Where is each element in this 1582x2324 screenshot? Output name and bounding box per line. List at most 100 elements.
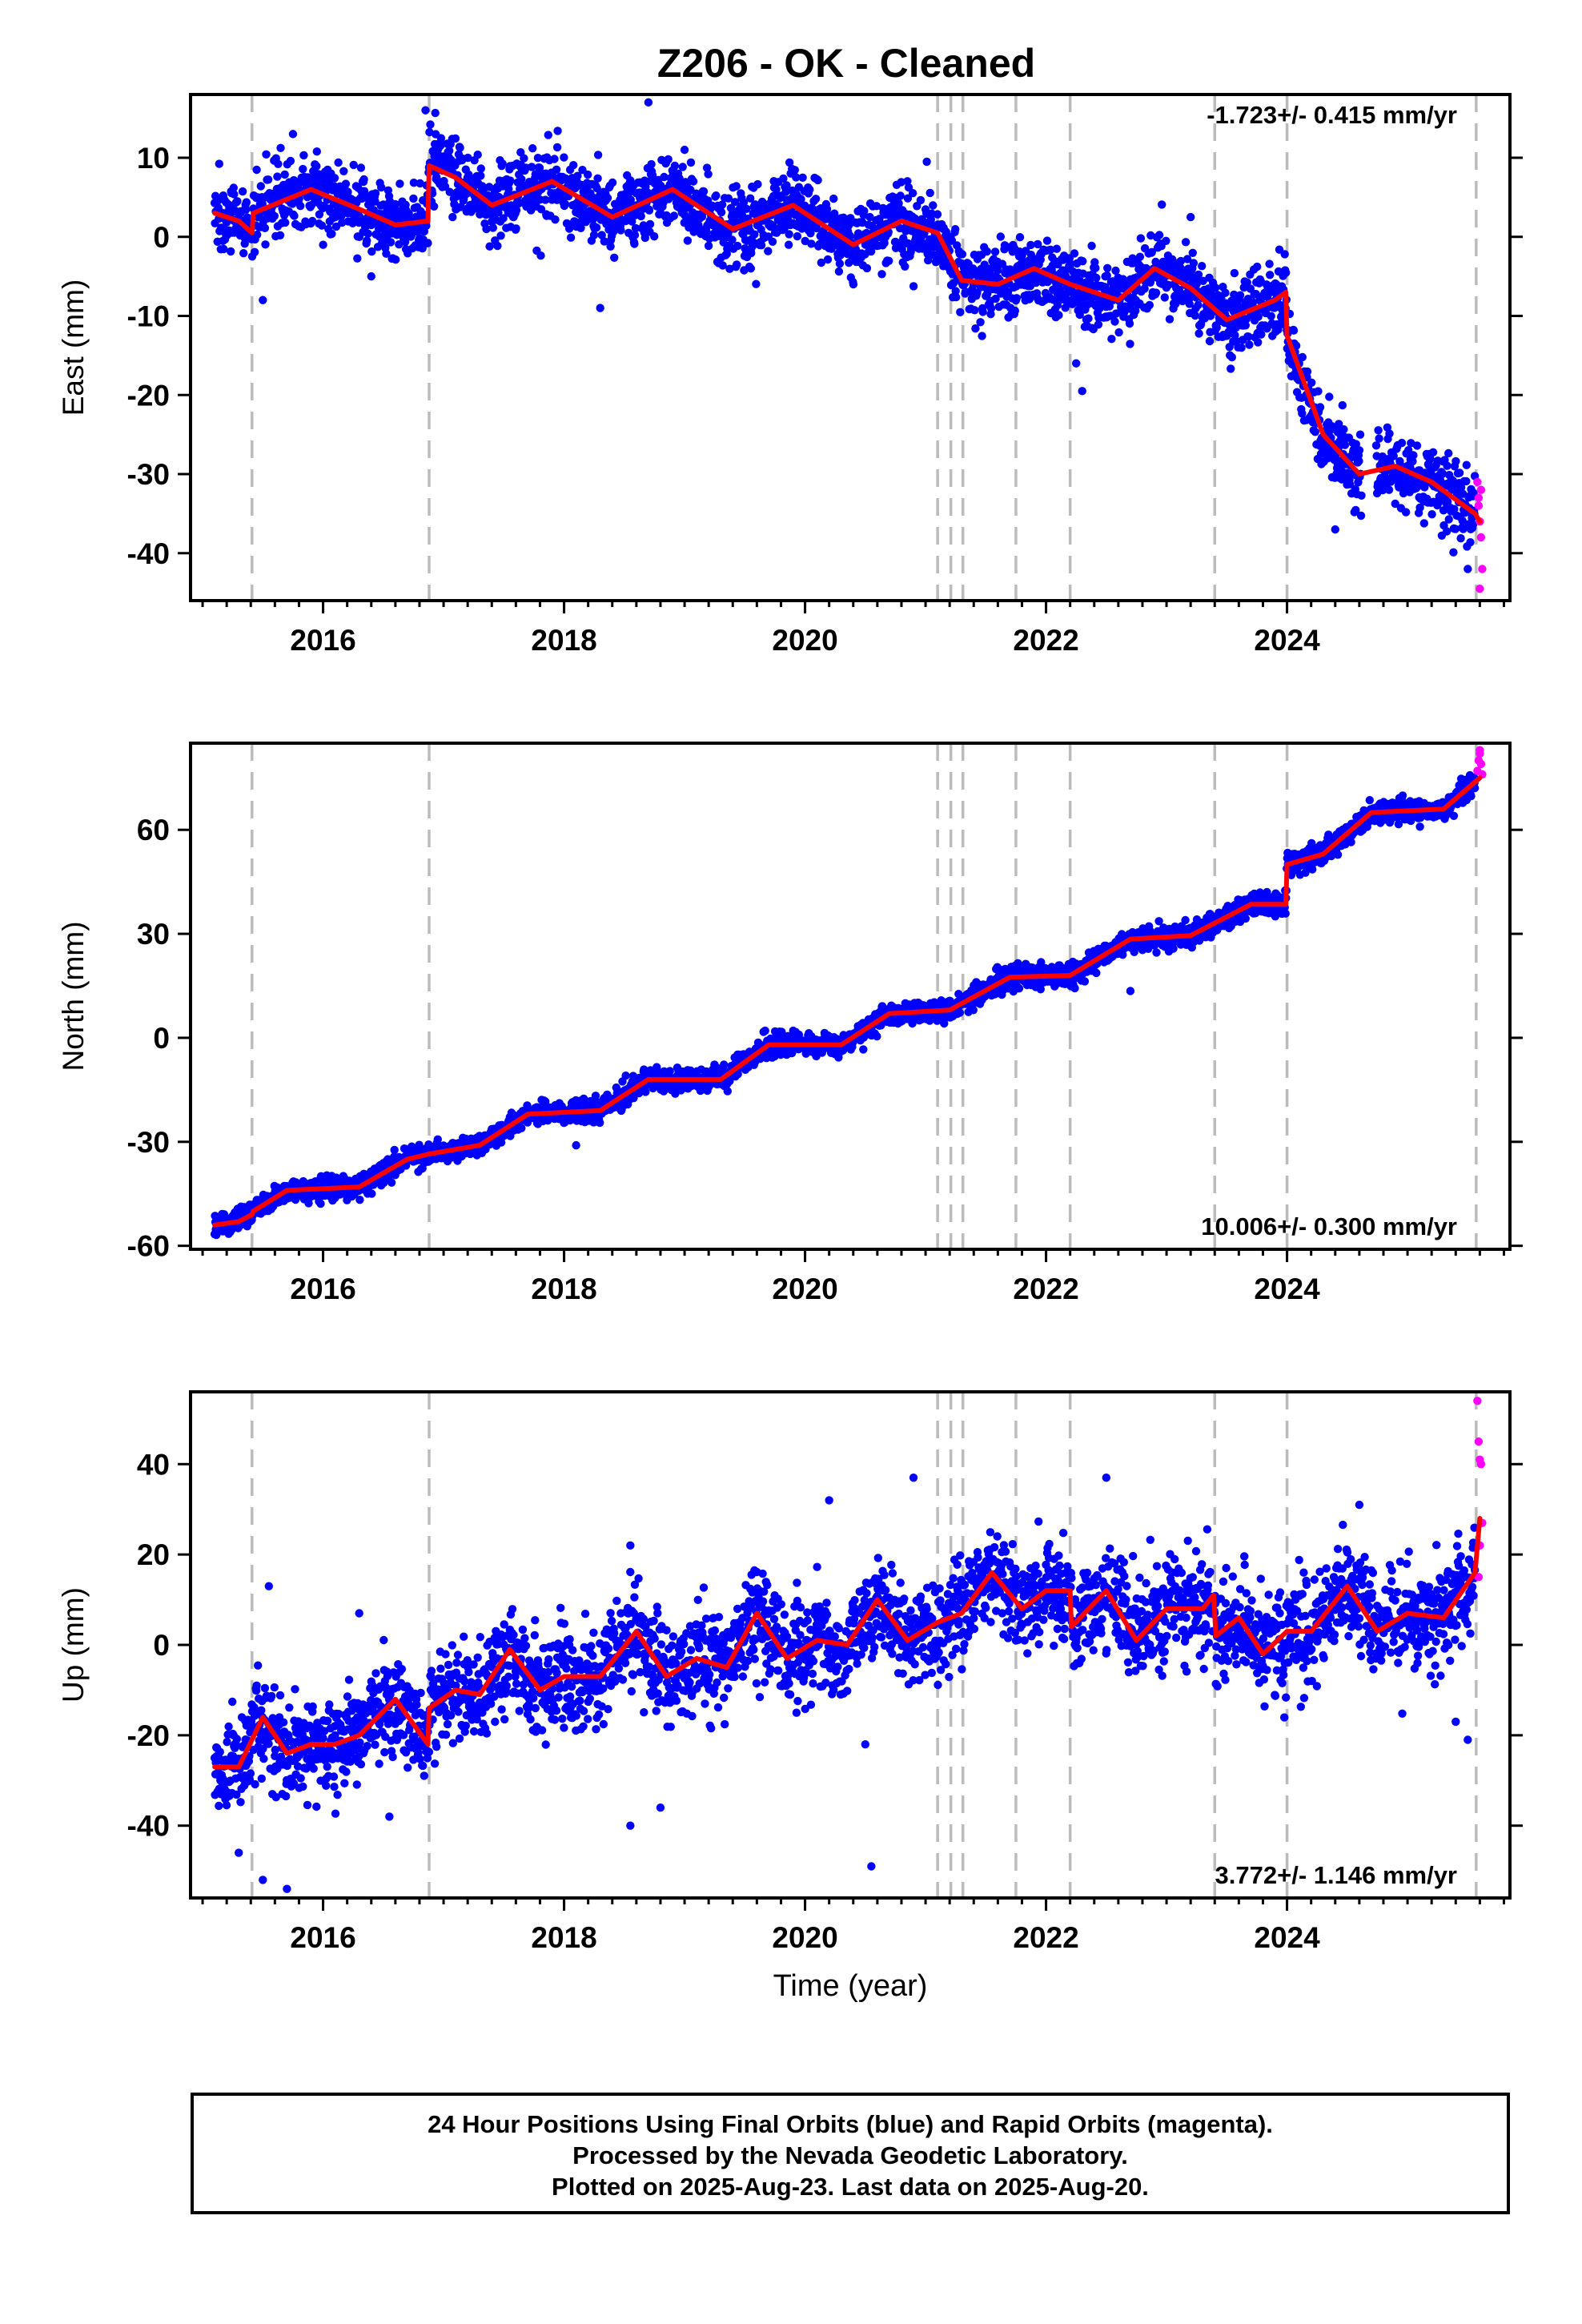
- data-point: [1456, 483, 1466, 492]
- data-point: [308, 216, 317, 226]
- data-point: [860, 207, 869, 215]
- data-point: [894, 199, 903, 208]
- data-point: [971, 324, 980, 333]
- data-point: [592, 223, 601, 232]
- data-point: [533, 154, 543, 163]
- data-point: [728, 235, 737, 244]
- data-point: [952, 292, 961, 302]
- data-point: [1280, 250, 1289, 259]
- outlier-point: [680, 145, 689, 155]
- data-point: [1397, 438, 1407, 448]
- data-point: [678, 163, 687, 171]
- data-point: [1375, 434, 1383, 443]
- data-point: [908, 189, 917, 198]
- data-point: [1243, 278, 1252, 287]
- data-point: [991, 294, 1000, 304]
- data-point: [686, 158, 696, 167]
- data-point: [896, 191, 905, 200]
- data-point: [1442, 527, 1452, 536]
- rapid-point: [1474, 501, 1484, 510]
- data-point: [704, 241, 713, 251]
- data-point: [256, 182, 265, 191]
- data-point: [641, 1088, 650, 1096]
- data-point: [261, 240, 270, 249]
- data-point: [1135, 252, 1145, 261]
- data-point: [958, 250, 967, 259]
- outlier-point: [259, 296, 267, 304]
- data-point: [1265, 259, 1274, 268]
- data-point: [1102, 271, 1111, 280]
- data-point: [792, 173, 801, 182]
- outlier-point: [421, 106, 430, 115]
- data-point: [1198, 262, 1207, 271]
- data-point: [240, 239, 249, 248]
- data-point: [865, 212, 874, 222]
- outlier-point: [746, 264, 756, 273]
- data-point: [793, 231, 802, 241]
- data-point: [648, 171, 657, 179]
- data-point: [683, 236, 693, 245]
- outlier-point: [1071, 359, 1081, 368]
- data-point: [331, 222, 341, 231]
- data-point: [382, 249, 391, 258]
- data-point: [903, 194, 913, 203]
- data-point: [440, 182, 450, 191]
- data-point: [445, 187, 454, 196]
- final-orbit-points: [210, 770, 1480, 1240]
- data-point: [1194, 300, 1203, 310]
- x-tick-label: 2024: [1254, 624, 1320, 657]
- data-point: [281, 218, 290, 227]
- data-point: [1182, 255, 1192, 263]
- data-point: [630, 239, 639, 248]
- data-point: [482, 224, 491, 234]
- data-point: [445, 147, 454, 155]
- data-point: [299, 151, 308, 160]
- data-point: [1105, 302, 1114, 311]
- data-point: [1468, 520, 1478, 529]
- data-point: [873, 1031, 881, 1041]
- data-point: [784, 211, 793, 220]
- y-tick-label: 10: [137, 142, 170, 175]
- data-point: [643, 187, 652, 197]
- data-point: [498, 159, 507, 168]
- data-point: [702, 227, 711, 237]
- data-point: [1053, 300, 1062, 310]
- data-point: [512, 224, 520, 233]
- data-point: [353, 254, 362, 263]
- data-point: [647, 159, 656, 169]
- data-point: [976, 318, 985, 327]
- outlier-point: [1464, 565, 1472, 573]
- data-point: [779, 174, 788, 183]
- data-point: [1298, 352, 1307, 362]
- data-point: [733, 260, 741, 269]
- data-point: [817, 258, 825, 267]
- data-point: [922, 157, 931, 167]
- data-point: [880, 239, 889, 247]
- data-point: [1267, 312, 1275, 320]
- data-point: [675, 174, 684, 183]
- data-point: [274, 159, 283, 168]
- data-point: [1066, 259, 1075, 268]
- data-point: [1311, 428, 1320, 436]
- data-point: [286, 156, 295, 166]
- data-point: [433, 1135, 442, 1144]
- data-point: [785, 230, 793, 239]
- data-point: [560, 199, 570, 208]
- data-point: [1458, 517, 1467, 525]
- data-point: [1355, 446, 1364, 455]
- data-point: [877, 270, 886, 279]
- data-point: [1245, 340, 1254, 349]
- data-point: [1307, 378, 1316, 387]
- data-point: [1195, 329, 1203, 338]
- data-point: [610, 253, 619, 262]
- panel-east: 2016 2018 2020 2022 2024100-10-20-30-40East …: [57, 93, 1523, 657]
- data-point: [253, 230, 262, 239]
- data-point: [1415, 503, 1424, 512]
- data-point: [214, 196, 223, 205]
- data-point: [230, 190, 239, 199]
- data-point: [239, 249, 248, 258]
- data-point: [456, 143, 464, 152]
- data-point: [1451, 525, 1460, 533]
- data-point: [1091, 263, 1100, 272]
